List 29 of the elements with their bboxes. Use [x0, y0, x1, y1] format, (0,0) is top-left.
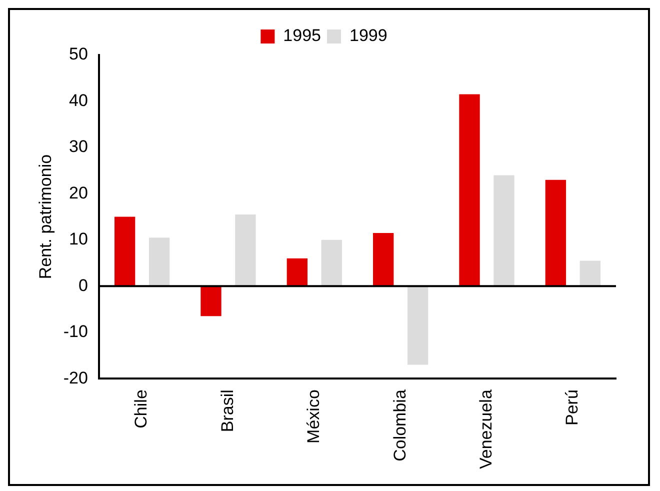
y-tick-label: -10 — [63, 322, 88, 342]
y-tick-label: 10 — [69, 230, 88, 249]
bar — [494, 175, 514, 286]
bar — [321, 240, 342, 286]
y-tick-label: 30 — [69, 137, 88, 156]
bar — [459, 94, 480, 286]
x-tick-label: Colombia — [390, 389, 410, 462]
legend-label: 1995 — [283, 26, 322, 46]
y-tick-label: 50 — [69, 44, 88, 64]
bar — [148, 238, 170, 286]
y-tick-label: 20 — [69, 183, 88, 202]
x-tick-label: México — [304, 390, 324, 444]
legend-label: 1999 — [350, 26, 388, 46]
x-tick-label: Perú — [562, 390, 582, 426]
y-tick-label: 40 — [69, 90, 88, 110]
bar — [114, 216, 136, 286]
bar — [286, 258, 308, 286]
y-tick-label: -20 — [63, 368, 88, 388]
bar — [580, 260, 600, 286]
bar — [200, 286, 222, 316]
bar — [235, 214, 256, 286]
x-tick-label: Venezuela — [476, 389, 496, 469]
y-axis-title: Rent. patrimonio — [36, 154, 55, 280]
bar — [407, 286, 428, 365]
y-tick-label: 0 — [78, 276, 88, 295]
bar — [545, 180, 566, 286]
x-tick-label: Chile — [132, 390, 151, 428]
x-tick-label: Brasil — [218, 390, 237, 432]
bar — [372, 232, 394, 286]
